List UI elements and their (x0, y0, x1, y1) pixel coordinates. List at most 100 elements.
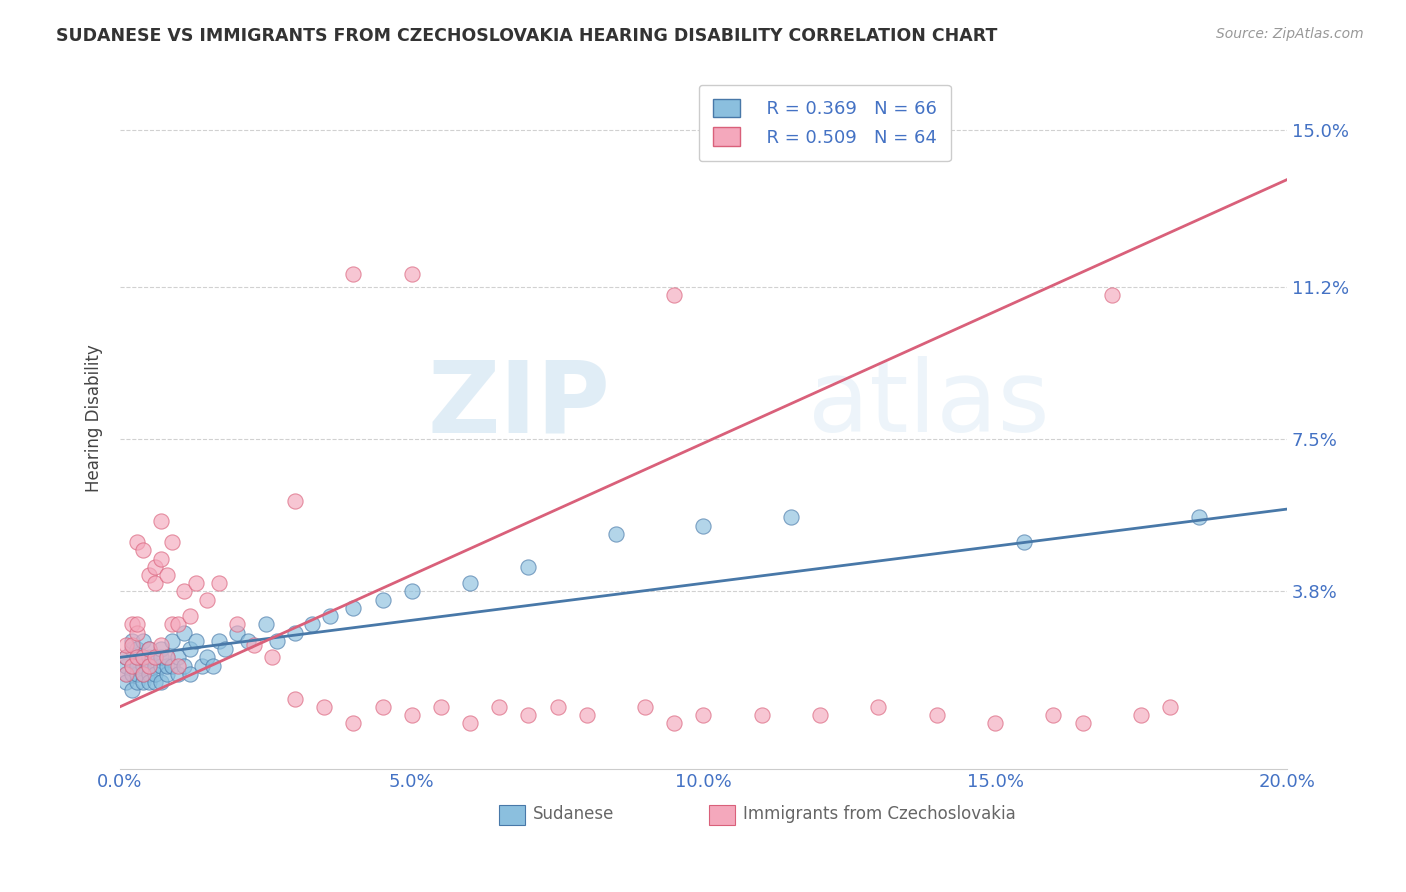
Point (138, 658, 160, 673)
Point (132, 658, 155, 673)
Point (284, 625, 307, 640)
Point (162, 617, 184, 632)
Point (127, 642, 149, 657)
Point (780, 510, 803, 524)
Point (121, 683, 143, 698)
Point (127, 650, 149, 665)
Point (138, 666, 160, 681)
FancyBboxPatch shape (499, 805, 524, 824)
Point (149, 515, 172, 529)
Point (260, 650, 283, 665)
Point (342, 268, 364, 282)
Point (114, 666, 136, 681)
Point (1159, 699, 1181, 714)
Point (156, 568, 179, 582)
Point (114, 638, 136, 652)
Point (190, 658, 212, 673)
FancyBboxPatch shape (709, 805, 735, 824)
Text: atlas: atlas (808, 356, 1050, 453)
Point (162, 535, 184, 549)
Point (664, 288, 686, 302)
Point (121, 666, 143, 681)
Point (184, 633, 207, 648)
Point (517, 708, 540, 723)
Point (127, 617, 149, 632)
Point (132, 633, 155, 648)
Point (184, 576, 207, 591)
Point (266, 633, 288, 648)
Point (173, 584, 195, 599)
Point (149, 551, 172, 566)
Point (225, 625, 247, 640)
Point (197, 592, 219, 607)
Point (167, 617, 190, 632)
Point (547, 699, 569, 714)
Point (162, 658, 184, 673)
Text: SUDANESE VS IMMIGRANTS FROM CZECHOSLOVAKIA HEARING DISABILITY CORRELATION CHART: SUDANESE VS IMMIGRANTS FROM CZECHOSLOVAK… (56, 27, 998, 45)
Point (634, 699, 657, 714)
Point (401, 708, 423, 723)
Point (132, 666, 155, 681)
Point (208, 576, 231, 591)
Point (138, 642, 160, 657)
Point (605, 526, 627, 541)
Point (1188, 510, 1211, 524)
Point (1071, 716, 1094, 731)
Point (121, 658, 143, 673)
Point (138, 658, 160, 673)
Point (127, 650, 149, 665)
Y-axis label: Hearing Disability: Hearing Disability (86, 344, 103, 492)
Point (179, 666, 201, 681)
Point (162, 633, 184, 648)
Point (114, 658, 136, 673)
Point (143, 666, 166, 681)
Point (202, 658, 225, 673)
Point (664, 716, 686, 731)
Point (214, 642, 236, 657)
Point (430, 699, 453, 714)
Point (808, 708, 831, 723)
Point (1130, 708, 1153, 723)
Point (984, 716, 1007, 731)
Point (132, 675, 155, 690)
Point (1042, 708, 1064, 723)
Point (284, 494, 307, 508)
Point (143, 576, 166, 591)
Text: ZIP: ZIP (427, 356, 610, 453)
Point (401, 584, 423, 599)
Point (371, 592, 394, 607)
Point (156, 650, 179, 665)
Point (342, 716, 364, 731)
Point (138, 650, 160, 665)
Point (114, 675, 136, 690)
Point (156, 650, 179, 665)
Point (132, 666, 155, 681)
Point (127, 658, 149, 673)
Point (243, 638, 266, 652)
Point (143, 650, 166, 665)
Point (156, 666, 179, 681)
Point (127, 535, 149, 549)
Point (114, 650, 136, 665)
Point (925, 708, 948, 723)
Point (173, 658, 195, 673)
Point (132, 650, 155, 665)
Point (127, 666, 149, 681)
Point (127, 675, 149, 690)
Point (401, 268, 423, 282)
Point (149, 675, 172, 690)
Point (167, 650, 190, 665)
Point (121, 633, 143, 648)
Point (319, 609, 342, 624)
Point (517, 559, 540, 574)
Point (179, 642, 201, 657)
Point (138, 568, 160, 582)
Legend:   R = 0.369   N = 66,   R = 0.509   N = 64: R = 0.369 N = 66, R = 0.509 N = 64 (699, 85, 950, 161)
Point (238, 633, 260, 648)
Point (254, 617, 277, 632)
Point (1101, 288, 1123, 302)
Text: Source: ZipAtlas.com: Source: ZipAtlas.com (1216, 27, 1364, 41)
Point (167, 658, 190, 673)
Point (284, 691, 307, 706)
Point (127, 625, 149, 640)
